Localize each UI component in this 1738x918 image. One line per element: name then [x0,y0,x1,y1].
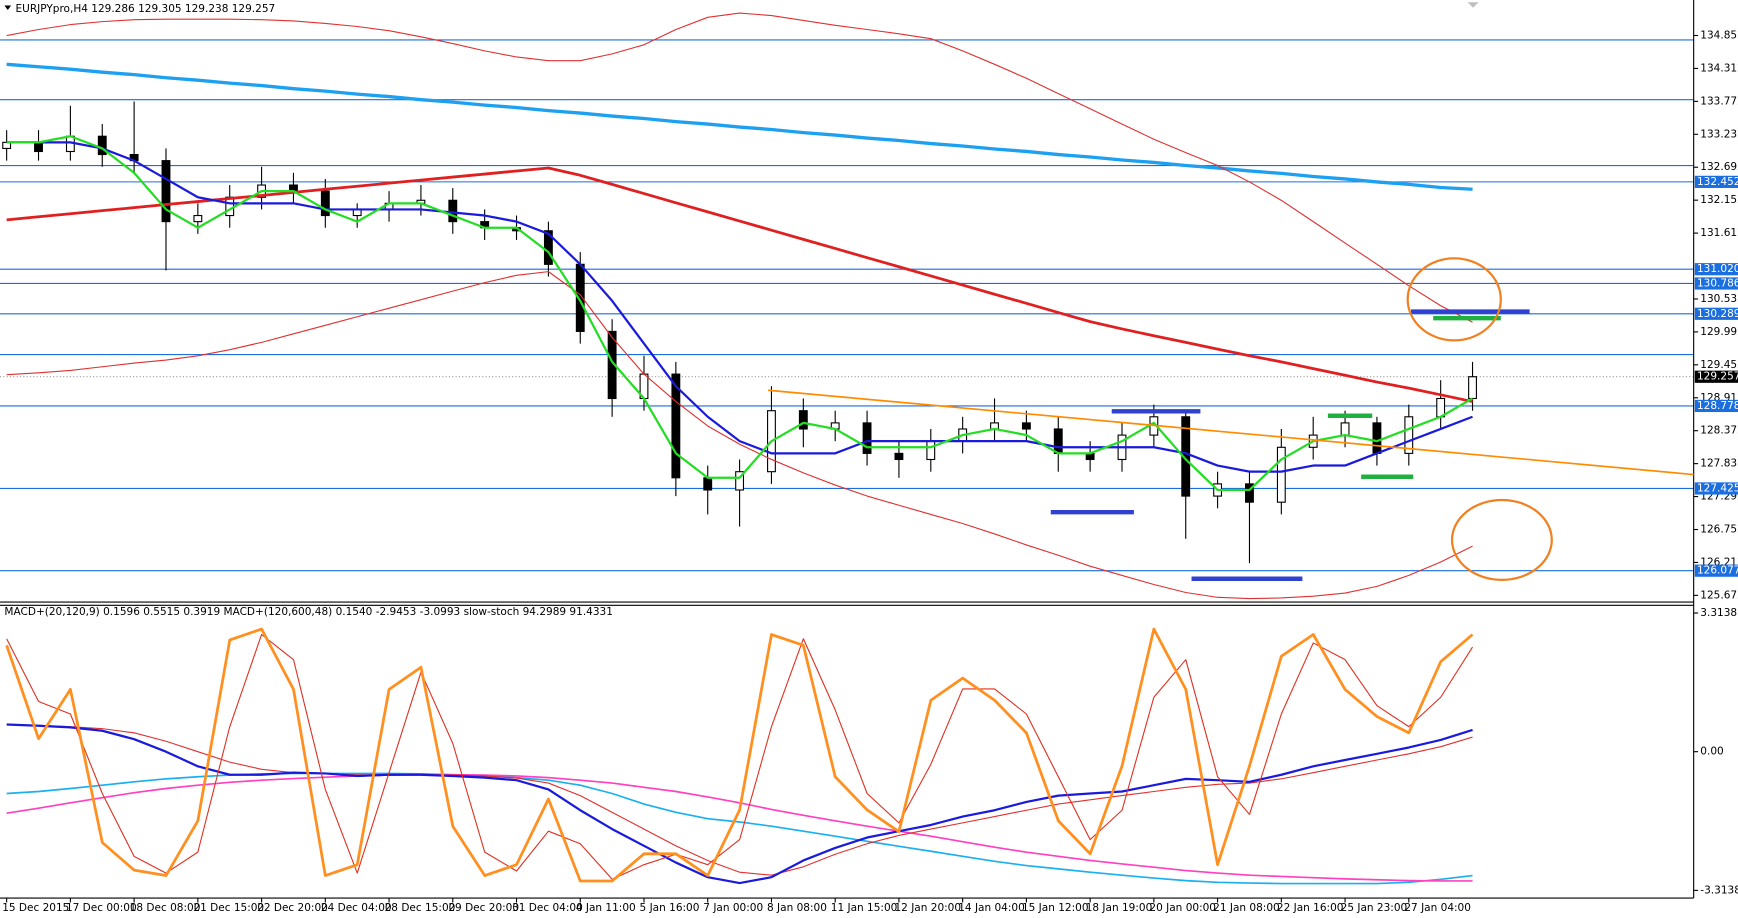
highlight-ellipse[interactable] [1406,257,1502,342]
candle-body [543,230,553,265]
candle-body [161,160,171,223]
level-label: 131.020 [1697,263,1738,275]
level-label: 130.289 [1697,308,1738,320]
level-tag [1694,175,1738,188]
candle-body [1468,376,1477,400]
price-label: 134.852 [1700,29,1738,41]
time-label: 11 Jan 15:00 [831,902,898,914]
price-label: 133.772 [1700,95,1738,107]
price-label: 127.832 [1700,458,1738,470]
candle-body [193,214,203,223]
level-label: 127.425 [1697,482,1738,494]
price-label: 133.232 [1700,128,1738,140]
price-label: 130.532 [1700,293,1738,305]
time-label: 15 Jan 12:00 [1022,902,1089,914]
time-label: 8 Jan 08:00 [767,902,827,914]
candle-body [926,440,936,461]
price-label: 125.672 [1700,589,1738,601]
time-label: 29 Dec 20:00 [448,902,519,914]
time-label: 20 Jan 00:00 [1149,902,1216,914]
level-label: 128.778 [1697,400,1738,412]
shift-marker [1467,2,1479,8]
candle-body [1245,483,1254,503]
candle-body [34,141,43,153]
bid-label: 129.257 [1697,371,1738,383]
price-label: 3.3138 [1700,607,1737,619]
time-label: 15 Dec 2015 [2,902,69,914]
level-tag [1694,564,1738,577]
time-label: 24 Dec 04:00 [321,902,392,914]
price-label: 132.152 [1700,194,1738,206]
price-label: 128.372 [1700,425,1738,437]
candle-body [894,452,904,461]
plot-layer [0,12,1694,885]
time-label: 18 Jan 19:00 [1086,902,1153,914]
indicator-line [6,12,1473,323]
candle-body [1404,416,1414,454]
price-label: 126.752 [1700,524,1738,536]
indicator-line [6,62,1473,191]
indicator-header: MACD+(20,120,9) 0.1596 0.5515 0.3919 MAC… [4,606,613,618]
price-label: 134.312 [1700,62,1738,74]
indicator-line [6,723,1473,876]
candle-body [1276,446,1286,503]
menu-triangle[interactable] [4,5,12,10]
highlight-ellipse[interactable] [1450,498,1553,581]
time-label: 21 Jan 08:00 [1213,902,1280,914]
candle-body [1021,422,1031,430]
time-label: 27 Jan 04:00 [1404,902,1471,914]
candle-body [735,471,745,491]
time-label: 4 Jan 11:00 [576,902,636,914]
level-tag [1694,399,1738,413]
candle-body [703,477,713,491]
time-label: 22 Jan 16:00 [1277,902,1344,914]
indicator-line [6,141,1473,473]
time-label: 21 Dec 15:00 [193,902,264,914]
time-label: 25 Jan 23:00 [1341,902,1408,914]
level-tag [1694,307,1738,320]
candle-body [97,135,107,156]
level-label: 130.786 [1697,277,1738,289]
price-label: 129.452 [1700,359,1738,371]
time-label: 31 Dec 04:00 [512,902,583,914]
candle-body [671,373,681,479]
price-label: 129.992 [1700,326,1738,338]
symbol-header: EURJPYpro,H4 129.286 129.305 129.238 129… [16,3,276,15]
candle-body [1372,422,1382,454]
candle-body [1340,422,1350,436]
price-label: -3.3138 [1700,884,1738,896]
indicator-line [5,627,1474,883]
time-label: 5 Jan 16:00 [640,902,700,914]
time-label: 17 Dec 00:00 [66,902,137,914]
level-tag [1694,482,1738,495]
candle-body [1053,428,1063,454]
time-label: 18 Dec 08:00 [130,902,201,914]
drawn-objects [768,257,1694,581]
candle-body [320,190,330,217]
price-label: 131.612 [1700,227,1738,239]
bid-tag [1694,370,1738,383]
time-label: 7 Jan 00:00 [703,902,763,914]
indicator-line [6,633,1474,880]
time-label: 28 Dec 15:00 [385,902,456,914]
price-label: 0.00 [1700,746,1723,758]
indicator-line [6,271,1473,600]
candle-body [862,422,872,454]
level-label: 132.452 [1697,176,1738,188]
level-tag [1694,263,1738,276]
level-tag [1694,277,1738,290]
time-label: 12 Jan 20:00 [894,902,961,914]
indicator-line [6,135,1474,492]
price-label: 132.692 [1700,161,1738,173]
time-label: 14 Jan 04:00 [958,902,1025,914]
candle-body [448,199,458,223]
indicator-line [6,723,1473,885]
time-label: 22 Dec 20:00 [257,902,328,914]
level-label: 126.077 [1697,565,1738,577]
candle-body [798,410,808,430]
trend-line[interactable] [768,389,1694,476]
